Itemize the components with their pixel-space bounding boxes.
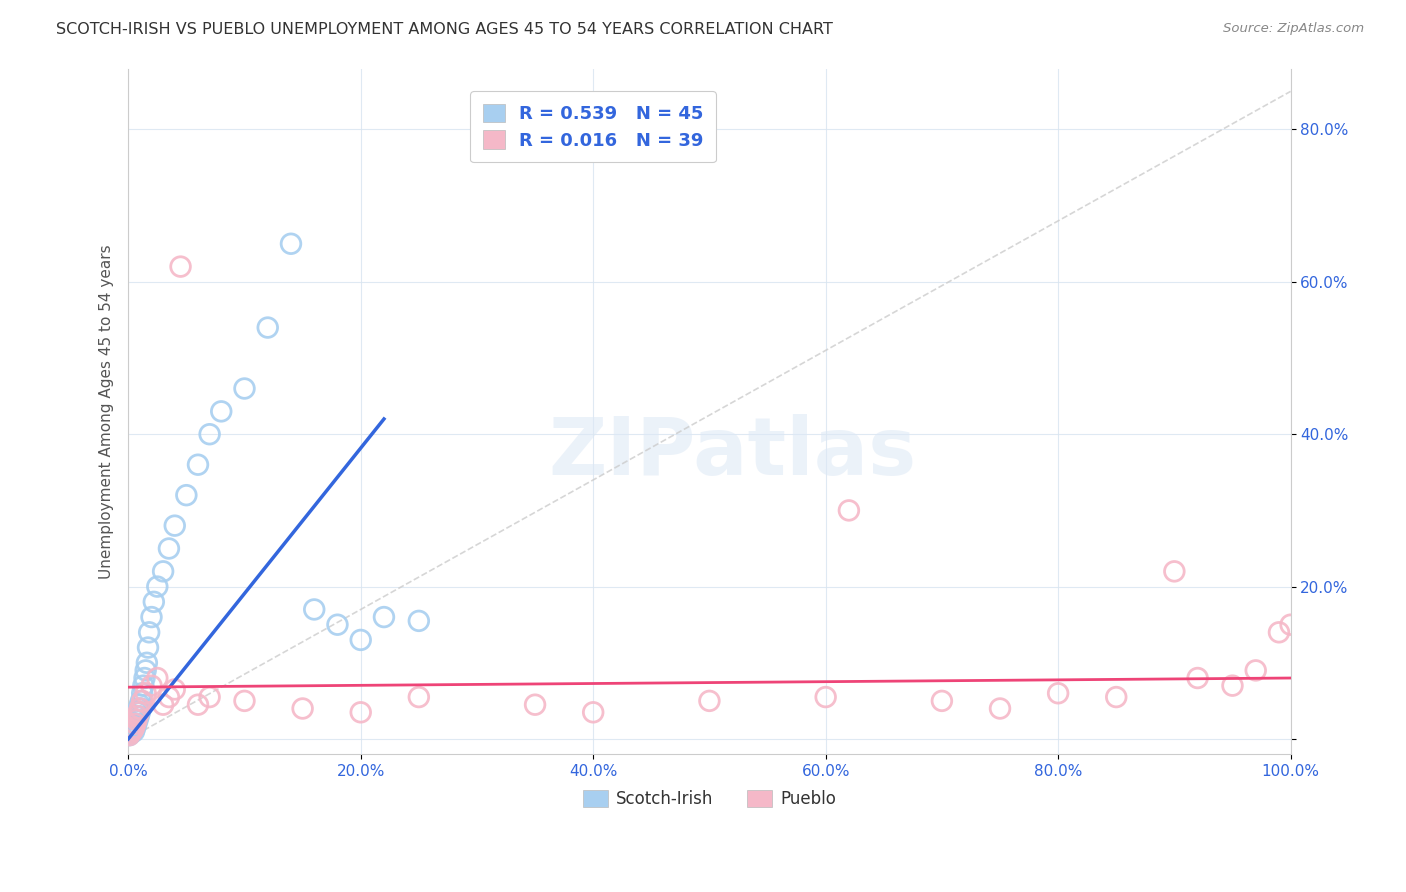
Point [1244, 664, 1267, 678]
Point [291, 701, 314, 715]
Point [169, 260, 191, 274]
Point [118, 728, 141, 742]
Point [121, 721, 143, 735]
Point [146, 580, 169, 594]
Point [524, 698, 547, 712]
Point [142, 595, 165, 609]
Point [122, 724, 145, 739]
Point [302, 602, 325, 616]
Text: SCOTCH-IRISH VS PUEBLO UNEMPLOYMENT AMONG AGES 45 TO 54 YEARS CORRELATION CHART: SCOTCH-IRISH VS PUEBLO UNEMPLOYMENT AMON… [56, 22, 834, 37]
Point [408, 690, 430, 704]
Point [135, 686, 157, 700]
Point [157, 690, 180, 704]
Point [187, 458, 209, 472]
Point [129, 694, 152, 708]
Point [128, 698, 150, 712]
Point [122, 718, 145, 732]
Point [1163, 565, 1185, 579]
Point [1268, 625, 1291, 640]
Point [128, 706, 150, 720]
Point [373, 610, 395, 624]
Point [1105, 690, 1128, 704]
Point [699, 694, 721, 708]
Point [124, 716, 146, 731]
Point [135, 656, 157, 670]
Point [988, 701, 1011, 715]
Legend: Scotch-Irish, Pueblo: Scotch-Irish, Pueblo [576, 783, 842, 814]
Point [350, 632, 373, 647]
Point [131, 694, 153, 708]
Point [408, 614, 430, 628]
Point [326, 617, 349, 632]
Point [131, 686, 153, 700]
Point [127, 706, 149, 720]
Text: Source: ZipAtlas.com: Source: ZipAtlas.com [1223, 22, 1364, 36]
Point [138, 625, 160, 640]
Y-axis label: Unemployment Among Ages 45 to 54 years: Unemployment Among Ages 45 to 54 years [100, 244, 114, 579]
Point [163, 682, 186, 697]
Point [122, 721, 145, 735]
Point [146, 671, 169, 685]
Point [1279, 617, 1302, 632]
Point [134, 671, 156, 685]
Point [125, 713, 148, 727]
Point [141, 679, 163, 693]
Point [136, 640, 159, 655]
Point [198, 427, 221, 442]
Point [233, 694, 256, 708]
Point [256, 320, 278, 334]
Point [198, 690, 221, 704]
Point [814, 690, 837, 704]
Point [121, 726, 143, 740]
Point [122, 723, 145, 737]
Point [838, 503, 860, 517]
Point [931, 694, 953, 708]
Point [209, 404, 232, 418]
Point [582, 706, 605, 720]
Point [176, 488, 198, 502]
Point [125, 716, 148, 731]
Point [1222, 679, 1244, 693]
Point [124, 721, 146, 735]
Point [152, 565, 174, 579]
Point [1187, 671, 1209, 685]
Point [163, 518, 186, 533]
Point [132, 679, 155, 693]
Point [157, 541, 180, 556]
Point [122, 723, 145, 737]
Point [129, 701, 152, 715]
Point [118, 728, 141, 742]
Point [233, 382, 256, 396]
Point [128, 706, 150, 720]
Point [152, 698, 174, 712]
Point [127, 713, 149, 727]
Point [1047, 686, 1070, 700]
Point [128, 701, 150, 715]
Text: ZIPatlas: ZIPatlas [548, 414, 917, 491]
Point [350, 706, 373, 720]
Point [127, 709, 149, 723]
Point [121, 724, 143, 739]
Point [120, 726, 142, 740]
Point [120, 724, 142, 739]
Point [280, 236, 302, 251]
Point [135, 664, 157, 678]
Point [124, 713, 146, 727]
Point [128, 709, 150, 723]
Point [141, 610, 163, 624]
Point [125, 709, 148, 723]
Point [128, 701, 150, 715]
Point [187, 698, 209, 712]
Point [122, 716, 145, 731]
